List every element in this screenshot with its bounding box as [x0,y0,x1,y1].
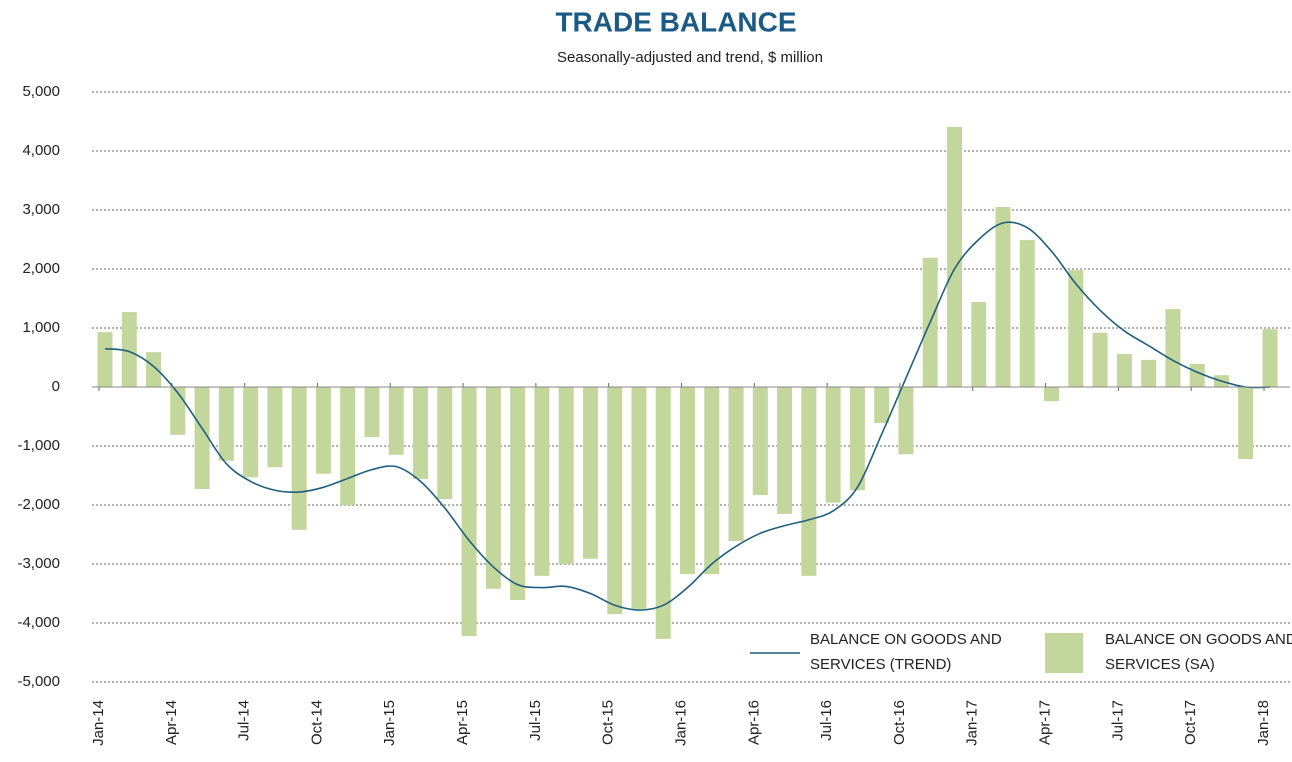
bar [388,387,404,455]
y-tick-label: 3,000 [22,201,60,218]
x-tick-label: Oct-16 [891,700,908,745]
bar [485,387,501,589]
bar [874,387,890,423]
y-tick-label: 2,000 [22,260,60,277]
y-tick-label: 5,000 [22,83,60,100]
x-tick-label: Jan-16 [672,700,689,746]
y-tick-label: -2,000 [17,496,60,513]
x-tick-label: Jan-14 [90,700,107,746]
bar [1116,353,1132,387]
x-tick-label: Jul-15 [527,700,544,741]
bar [582,387,598,559]
y-tick-label: -1,000 [17,437,60,454]
x-tick-label: Oct-14 [308,700,325,745]
bar [1044,387,1060,402]
bar [777,387,793,514]
bar [849,387,865,491]
bar [607,387,623,615]
y-tick-label: -4,000 [17,614,60,631]
x-tick-label: Oct-17 [1182,700,1199,745]
x-tick-label: Jan-15 [381,700,398,746]
bar [1262,329,1278,387]
x-tick-label: Jul-17 [1109,700,1126,741]
bar [461,387,477,636]
x-tick-label: Jan-18 [1255,700,1272,746]
bar [121,312,137,387]
x-tick-label: Jan-17 [964,700,981,746]
bar [243,387,259,478]
bar [704,387,720,575]
bar [534,387,550,576]
bar [1141,359,1157,387]
trend-line [104,221,1271,611]
x-tick-label: Jul-16 [818,700,835,741]
bar [194,387,210,490]
bar [413,387,429,480]
bar [97,332,113,387]
legend-label: BALANCE ON GOODS AND SERVICES (SA) [1105,631,1292,673]
bar [752,387,768,495]
y-tick-label: -3,000 [17,555,60,572]
bar [1068,270,1084,387]
y-tick-label: 4,000 [22,142,60,159]
bar [291,387,307,530]
y-tick-label: 1,000 [22,319,60,336]
bar [218,387,234,461]
bar [655,387,671,639]
bar [1019,240,1035,387]
bar [340,387,356,505]
bar [825,387,841,503]
bar [946,126,962,387]
chart-subtitle: Seasonally-adjusted and trend, $ million [557,49,823,66]
bar [364,387,380,438]
bar [315,387,331,474]
legend-swatch [1045,633,1083,673]
x-tick-label: Apr-16 [745,700,762,745]
x-tick-label: Apr-14 [163,700,180,745]
bar [1189,363,1205,387]
x-tick-label: Jul-14 [236,700,253,741]
x-tick-label: Apr-17 [1037,700,1054,745]
bar [631,387,647,609]
bar [728,387,744,541]
bar [267,387,283,468]
bar [558,387,574,564]
bar [801,387,817,576]
y-tick-label: -5,000 [17,673,60,690]
legend-item: BALANCE ON GOODS AND SERVICES (TREND) [750,631,1002,673]
legend-item: BALANCE ON GOODS AND SERVICES (SA) [1045,631,1292,673]
bar [1092,332,1108,387]
bar [510,387,526,600]
chart-title: TRADE BALANCE [555,6,796,37]
x-tick-label: Oct-15 [600,700,617,745]
bar [437,387,453,500]
y-tick-label: 0 [52,378,60,395]
bar [1238,387,1254,459]
x-tick-label: Apr-15 [454,700,471,745]
bar [995,207,1011,387]
bar [971,302,987,387]
bar [898,387,914,455]
bar [146,352,162,387]
legend-label: BALANCE ON GOODS AND SERVICES (TREND) [810,631,1002,673]
bar [1165,309,1181,387]
bar [680,387,695,575]
